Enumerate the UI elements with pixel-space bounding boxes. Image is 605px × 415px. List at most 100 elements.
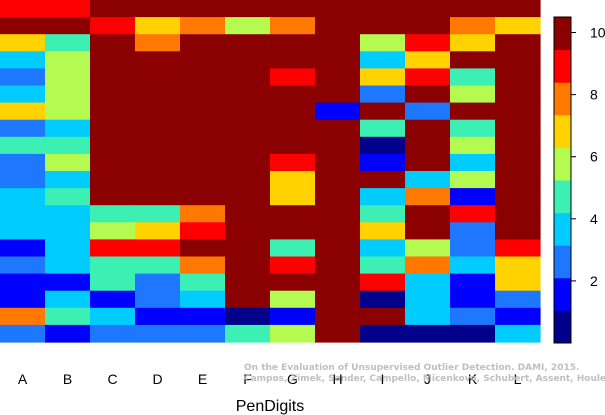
heatmap-cell	[135, 188, 181, 206]
heatmap-cell	[405, 307, 451, 326]
heatmap-cell	[0, 188, 46, 206]
heatmap-cell	[270, 222, 316, 240]
heatmap-cell	[45, 205, 91, 223]
heatmap-cell	[90, 51, 136, 69]
x-tick-label: H	[332, 371, 342, 387]
heatmap-cell	[495, 68, 541, 87]
heatmap-cell	[495, 256, 541, 275]
heatmap-cell	[495, 171, 541, 189]
heatmap-cell	[45, 51, 91, 69]
heatmap-cell	[450, 102, 496, 121]
heatmap-cell	[135, 171, 181, 189]
x-axis-ticks: A B C D E F G H I J K L	[18, 371, 522, 387]
heatmap-cell	[90, 205, 136, 223]
heatmap-cell	[135, 119, 181, 138]
heatmap-cell	[495, 85, 541, 104]
x-tick-label: D	[152, 371, 162, 387]
heatmap-cell	[0, 51, 46, 69]
heatmap-cell	[180, 0, 226, 18]
heatmap-cell	[135, 102, 181, 121]
heatmap-cell	[450, 0, 496, 18]
heatmap-cell	[225, 307, 271, 326]
heatmap-cell	[45, 290, 91, 309]
heatmap-cell	[450, 222, 496, 240]
x-tick-label: C	[107, 371, 117, 387]
x-tick-label: J	[424, 371, 431, 387]
colorbar-tick-label: 10	[590, 25, 605, 41]
heatmap-cell	[90, 153, 136, 172]
heatmap-cell	[90, 102, 136, 121]
heatmap-cell	[0, 307, 46, 326]
heatmap-cell	[90, 68, 136, 87]
heatmap-cell	[135, 256, 181, 275]
heatmap-cell	[45, 239, 91, 258]
heatmap-cell	[0, 153, 46, 172]
heatmap-cell	[90, 0, 136, 18]
heatmap-cell	[360, 85, 406, 104]
colorbar-frame	[553, 16, 572, 344]
heatmap-cell	[225, 51, 271, 69]
colorbar-swatch	[554, 147, 571, 181]
heatmap-cell	[45, 68, 91, 87]
heatmap-cell	[90, 136, 136, 155]
heatmap-cell	[360, 119, 406, 138]
heatmap-cell	[450, 290, 496, 309]
heatmap-cell	[495, 17, 541, 35]
heatmap-cell	[180, 85, 226, 104]
heatmap-cell	[180, 17, 226, 35]
heatmap-cell	[405, 324, 451, 343]
x-tick-label: E	[198, 371, 207, 387]
heatmap-cell	[405, 68, 451, 87]
colorbar-swatch	[554, 49, 571, 83]
heatmap-cell	[0, 239, 46, 258]
x-tick-label: A	[18, 371, 28, 387]
heatmap-cell	[180, 136, 226, 155]
heatmap-cell	[225, 205, 271, 223]
heatmap-cell	[0, 136, 46, 155]
heatmap-cell	[90, 324, 136, 343]
heatmap-cell	[495, 0, 541, 18]
heatmap-cell	[360, 34, 406, 52]
heatmap-cell	[135, 324, 181, 343]
heatmap-cell	[270, 51, 316, 69]
colorbar-tick-label: 6	[590, 149, 598, 165]
heatmap-cell	[450, 256, 496, 275]
heatmap-cell	[405, 136, 451, 155]
heatmap-cell	[0, 0, 46, 18]
heatmap-cells	[0, 0, 541, 343]
heatmap-cell	[135, 34, 181, 52]
colorbar-tick-label: 2	[590, 273, 598, 289]
heatmap-cell	[315, 0, 361, 18]
heatmap-cell	[360, 307, 406, 326]
heatmap-cell	[450, 136, 496, 155]
x-tick-label: F	[243, 371, 252, 387]
heatmap-cell	[315, 153, 361, 172]
heatmap-cell	[180, 222, 226, 240]
heatmap-cell	[45, 85, 91, 104]
heatmap-cell	[90, 222, 136, 240]
heatmap-cell	[270, 239, 316, 258]
heatmap-cell	[360, 324, 406, 343]
heatmap-cell	[45, 0, 91, 18]
heatmap-cell	[360, 153, 406, 172]
heatmap-cell	[495, 51, 541, 69]
heatmap-cell	[180, 324, 226, 343]
colorbar-tick-label: 8	[590, 87, 598, 103]
colorbar-swatch	[554, 17, 571, 51]
heatmap-cell	[270, 256, 316, 275]
heatmap-cell	[45, 102, 91, 121]
heatmap-cell	[360, 205, 406, 223]
heatmap-cell	[315, 102, 361, 121]
heatmap-cell	[495, 153, 541, 172]
heatmap-cell	[270, 85, 316, 104]
heatmap-cell	[90, 256, 136, 275]
heatmap-cell	[360, 222, 406, 240]
heatmap-cell	[450, 324, 496, 343]
heatmap-cell	[45, 188, 91, 206]
colorbar: 2 4 6 8 10	[553, 16, 605, 344]
colorbar-swatch	[554, 212, 571, 246]
heatmap-cell	[495, 239, 541, 258]
heatmap-cell	[270, 273, 316, 292]
heatmap-cell	[315, 34, 361, 52]
heatmap-cell	[315, 222, 361, 240]
